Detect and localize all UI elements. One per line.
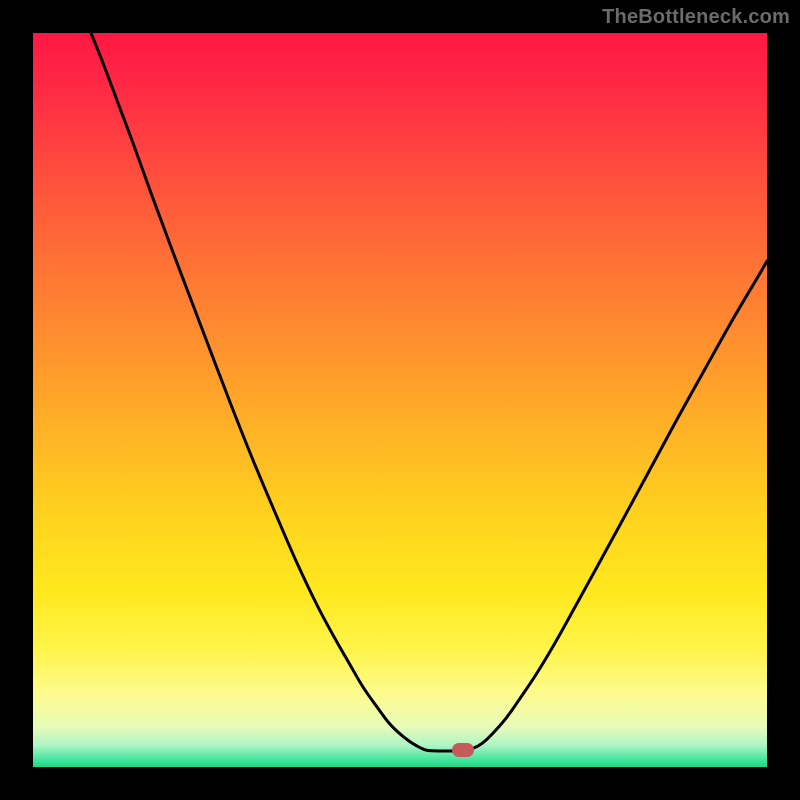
plot-area <box>33 33 767 767</box>
watermark-text: TheBottleneck.com <box>602 6 790 29</box>
chart-frame: TheBottleneck.com <box>0 0 800 800</box>
gradient-background <box>33 33 767 767</box>
optimal-point-marker <box>452 743 474 757</box>
